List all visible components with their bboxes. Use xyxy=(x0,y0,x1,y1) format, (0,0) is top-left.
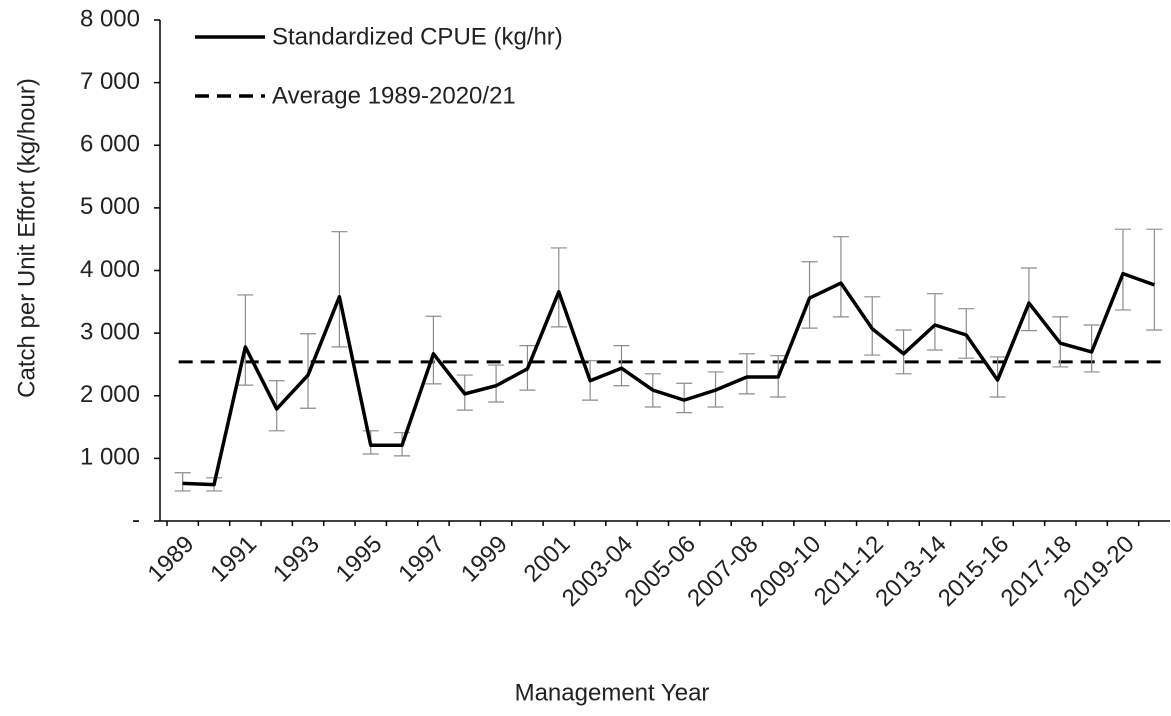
x-tick-label: 1993 xyxy=(268,531,325,588)
x-tick-label: 1997 xyxy=(393,531,450,588)
data-line xyxy=(182,271,1155,487)
y-tick-label: 8 000 xyxy=(80,5,140,32)
y-tick-label: 3 000 xyxy=(80,318,140,345)
y-axis-title: Catch per Unit Effort (kg/hour) xyxy=(13,78,40,398)
x-tick-label: 2019-20 xyxy=(1058,531,1139,612)
x-tick-label: 2001 xyxy=(519,531,576,588)
x-tick-label: 1995 xyxy=(331,531,388,588)
legend-label: Standardized CPUE (kg/hr) xyxy=(272,23,563,50)
legend-label: Average 1989-2020/21 xyxy=(272,82,516,109)
y-tick-label: 6 000 xyxy=(80,131,140,158)
x-tick-label: 1989 xyxy=(143,531,200,588)
x-tick-label: 1991 xyxy=(205,531,262,588)
y-tick-label: 4 000 xyxy=(80,256,140,283)
y-tick-label: 5 000 xyxy=(80,193,140,220)
y-tick-label: 1 000 xyxy=(80,444,140,471)
x-axis-title: Management Year xyxy=(515,679,710,706)
x-tick-label: 1999 xyxy=(456,531,513,588)
x-tick-label: 2009-10 xyxy=(745,531,826,612)
y-tick-label: 2 000 xyxy=(80,381,140,408)
y-tick-label: - xyxy=(132,506,140,533)
y-tick-label: 7 000 xyxy=(80,68,140,95)
